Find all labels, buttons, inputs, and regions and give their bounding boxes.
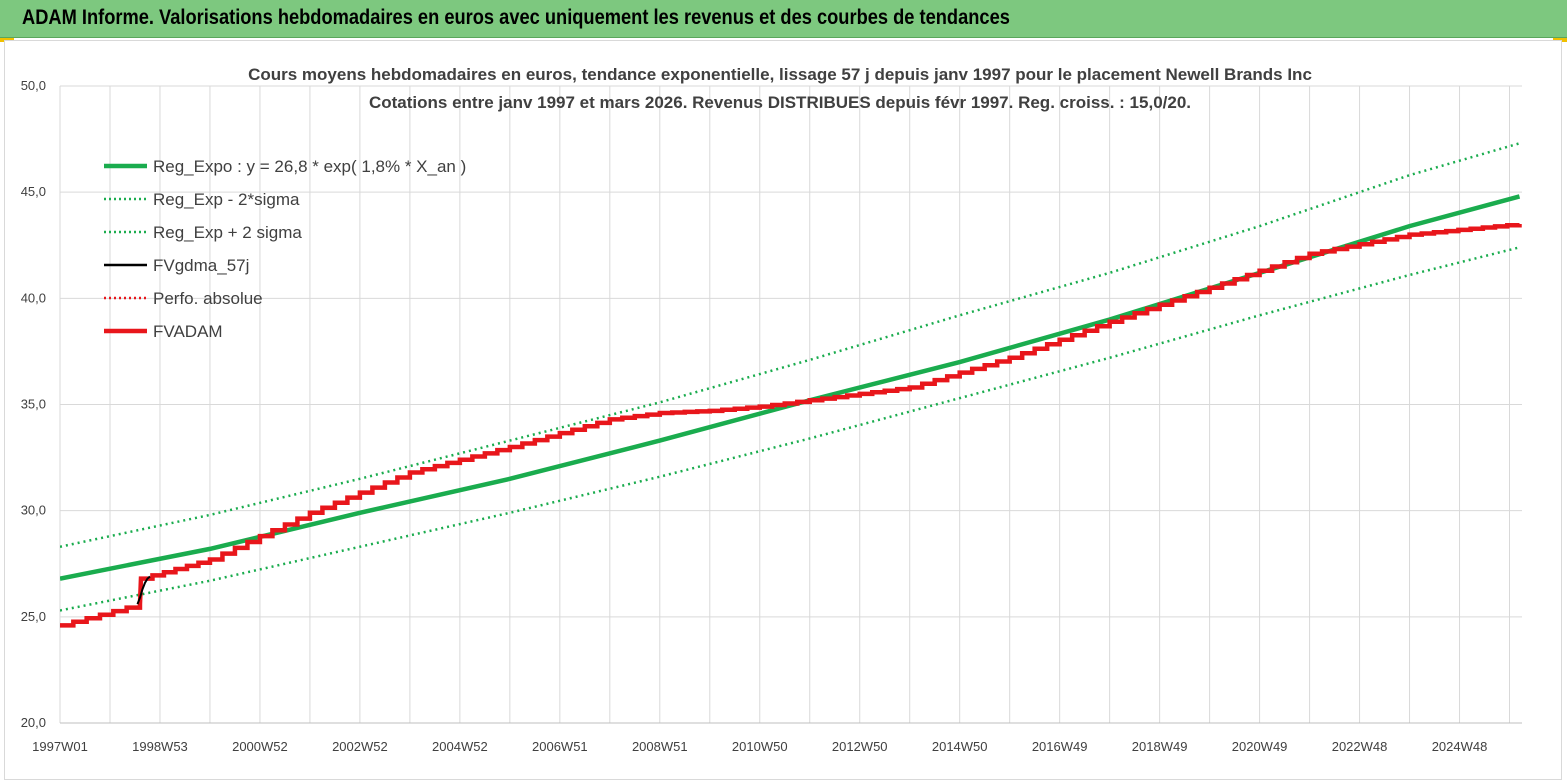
legend-label: Reg_Exp - 2*sigma (153, 190, 300, 209)
x-tick-label: 2010W50 (732, 739, 788, 754)
y-tick-label: 40,0 (21, 290, 46, 305)
chart-title-line-2: Cotations entre janv 1997 et mars 2026. … (369, 93, 1191, 112)
series-layer (60, 142, 1522, 628)
legend-label: FVADAM (153, 322, 223, 341)
series-line (60, 246, 1520, 612)
report-title: ADAM Informe. Valorisations hebdomadaire… (22, 6, 1010, 29)
chart-title-line-1: Cours moyens hebdomadaires en euros, ten… (248, 65, 1312, 84)
x-tick-label: 2020W49 (1232, 739, 1288, 754)
chart-frame (4, 40, 1562, 780)
x-tick-label: 2002W52 (332, 739, 388, 754)
x-tick-label: 2004W52 (432, 739, 488, 754)
y-axis-ticks: 20,0 25,0 30,0 35,0 40,0 45,0 50,0 (21, 78, 46, 730)
x-tick-label: 2022W48 (1332, 739, 1388, 754)
x-tick-label: 1998W53 (132, 739, 188, 754)
legend-label: Perfo. absolue (153, 289, 263, 308)
x-axis-ticks: 1997W01 1998W53 2000W52 2002W52 2004W52 2006W… (32, 739, 1487, 754)
x-tick-label: 2006W51 (532, 739, 588, 754)
series-line (60, 194, 1521, 581)
x-tick-label: 2018W49 (1132, 739, 1188, 754)
legend: Reg_Expo : y = 26,8 * exp( 1,8% * X_an )… (104, 157, 466, 341)
report-header: ADAM Informe. Valorisations hebdomadaire… (0, 0, 1567, 38)
x-tick-label: 2016W49 (1032, 739, 1088, 754)
x-tick-label: 1997W01 (32, 739, 88, 754)
x-tick-label: 2012W50 (832, 739, 888, 754)
y-tick-label: 25,0 (21, 609, 46, 624)
series-line (60, 222, 1522, 628)
series-line (136, 575, 151, 605)
x-tick-label: 2000W52 (232, 739, 288, 754)
legend-label: Reg_Expo : y = 26,8 * exp( 1,8% * X_an ) (153, 157, 466, 176)
y-tick-label: 20,0 (21, 715, 46, 730)
y-tick-label: 50,0 (21, 78, 46, 93)
x-tick-label: 2008W51 (632, 739, 688, 754)
y-tick-label: 35,0 (21, 397, 46, 412)
x-tick-label: 2014W50 (932, 739, 988, 754)
x-tick-label: 2024W48 (1432, 739, 1488, 754)
y-tick-label: 45,0 (21, 184, 46, 199)
legend-label: Reg_Exp + 2 sigma (153, 223, 302, 242)
y-tick-label: 30,0 (21, 503, 46, 518)
legend-label: FVgdma_57j (153, 256, 249, 275)
